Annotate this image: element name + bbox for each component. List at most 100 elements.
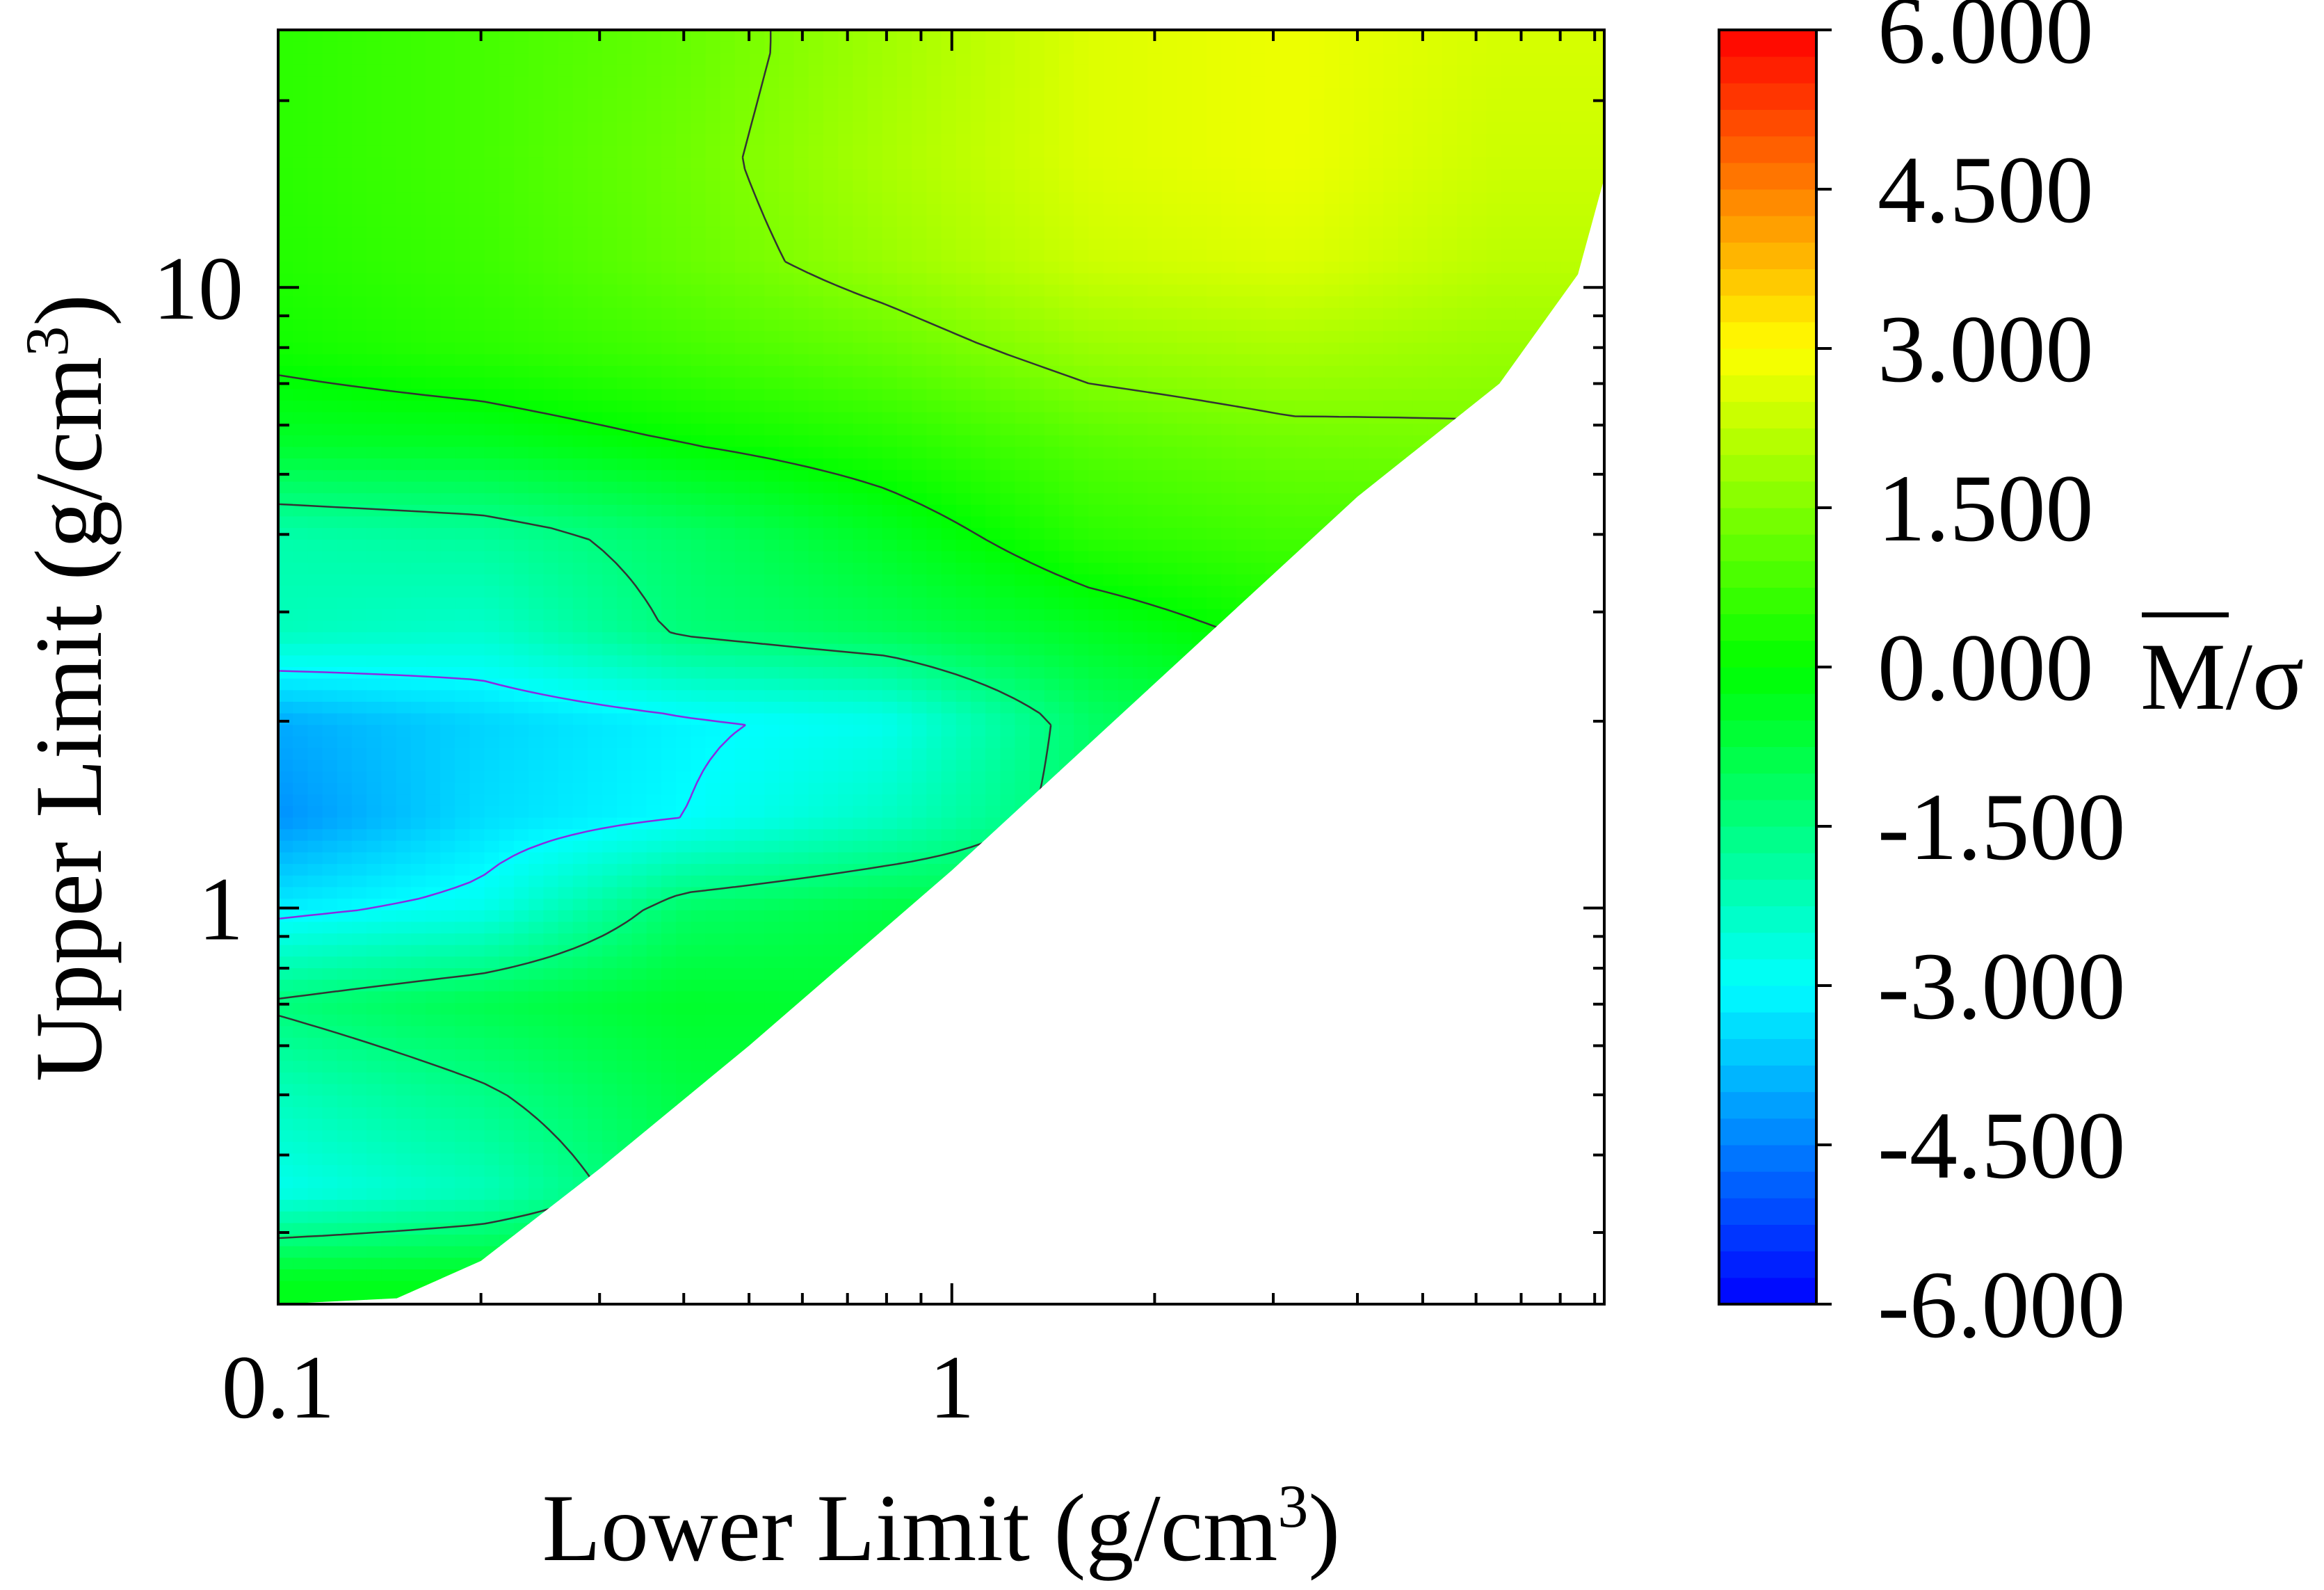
- heatmap-cell: [278, 667, 293, 680]
- heatmap-cell: [381, 655, 397, 668]
- heatmap-cell: [808, 250, 824, 262]
- heatmap-cell: [1088, 284, 1104, 297]
- heatmap-cell: [1368, 597, 1384, 610]
- heatmap-cell: [793, 412, 809, 424]
- heatmap-cell: [1044, 76, 1060, 88]
- heatmap-cell: [1044, 389, 1060, 401]
- heatmap-cell: [631, 238, 647, 251]
- heatmap-cell: [1265, 134, 1281, 147]
- heatmap-cell: [823, 597, 839, 610]
- heatmap-cell: [661, 389, 677, 401]
- heatmap-cell: [1117, 238, 1133, 251]
- heatmap-cell: [1531, 134, 1546, 147]
- heatmap-cell: [381, 168, 397, 182]
- heatmap-cell: [1162, 215, 1178, 227]
- heatmap-cell: [1265, 262, 1281, 274]
- heatmap-cell: [720, 574, 736, 587]
- heatmap-cell: [1206, 354, 1222, 367]
- heatmap-cell: [734, 435, 750, 448]
- heatmap-cell: [572, 192, 588, 204]
- heatmap-cell: [1295, 203, 1310, 216]
- heatmap-cell: [617, 412, 633, 424]
- heatmap-cell: [1074, 145, 1089, 158]
- heatmap-cell: [838, 586, 853, 598]
- heatmap-cell: [896, 435, 912, 448]
- heatmap-cell: [425, 609, 441, 621]
- heatmap-cell: [322, 53, 338, 65]
- heatmap-cell: [1368, 76, 1384, 88]
- heatmap-cell: [543, 180, 559, 193]
- heatmap-cell: [661, 528, 677, 540]
- heatmap-cell: [1029, 41, 1045, 54]
- heatmap-cell: [1574, 319, 1590, 332]
- heatmap-cell: [469, 551, 485, 563]
- heatmap-cell: [543, 319, 559, 332]
- heatmap-cell: [440, 389, 455, 401]
- heatmap-cell: [734, 238, 750, 251]
- heatmap-cell: [676, 447, 691, 459]
- heatmap-cell: [779, 574, 795, 587]
- heatmap-cell: [838, 168, 853, 182]
- heatmap-cell: [1132, 238, 1148, 251]
- heatmap-cell: [1398, 64, 1414, 77]
- heatmap-cell: [484, 134, 500, 147]
- heatmap-cell: [970, 134, 986, 147]
- heatmap-cell: [1471, 331, 1487, 344]
- heatmap-cell: [1117, 203, 1133, 216]
- heatmap-cell: [1117, 655, 1133, 668]
- heatmap-cell: [1339, 551, 1355, 563]
- heatmap-cell: [926, 389, 942, 401]
- heatmap-cell: [955, 377, 971, 390]
- heatmap-cell: [779, 632, 795, 645]
- heatmap-cell: [779, 145, 795, 158]
- heatmap-cell: [1117, 563, 1133, 575]
- heatmap-cell: [455, 99, 471, 112]
- heatmap-cell: [823, 203, 839, 216]
- heatmap-cell: [558, 53, 574, 65]
- heatmap-cell: [1074, 331, 1089, 344]
- heatmap-cell: [1177, 203, 1193, 216]
- heatmap-cell: [351, 481, 367, 494]
- heatmap-cell: [381, 493, 397, 506]
- heatmap-cell: [1191, 53, 1207, 65]
- heatmap-cell: [1132, 643, 1148, 656]
- heatmap-cell: [838, 632, 853, 645]
- heatmap-cell: [1560, 296, 1576, 309]
- heatmap-cell: [1088, 655, 1104, 668]
- heatmap-cell: [912, 215, 927, 227]
- heatmap-cell: [499, 250, 515, 262]
- heatmap-cell: [337, 643, 353, 656]
- heatmap-cell: [941, 262, 957, 274]
- heatmap-cell: [440, 296, 455, 309]
- heatmap-cell: [1029, 447, 1045, 459]
- heatmap-cell: [1191, 250, 1207, 262]
- heatmap-cell: [853, 389, 869, 401]
- heatmap-cell: [941, 435, 957, 448]
- heatmap-cell: [1560, 99, 1576, 112]
- heatmap-cell: [1265, 389, 1281, 401]
- heatmap-cell: [631, 88, 647, 100]
- heatmap-cell: [572, 111, 588, 123]
- heatmap-cell: [366, 400, 382, 413]
- heatmap-cell: [955, 632, 971, 645]
- heatmap-cell: [293, 134, 308, 147]
- heatmap-cell: [1059, 481, 1074, 494]
- heatmap-cell: [440, 424, 455, 436]
- heatmap-cell: [661, 481, 677, 494]
- heatmap-cell: [1265, 192, 1281, 204]
- heatmap-cell: [1339, 64, 1355, 77]
- heatmap-cell: [691, 539, 707, 552]
- heatmap-cell: [1353, 365, 1369, 378]
- heatmap-cell: [1117, 145, 1133, 158]
- heatmap-cell: [1044, 180, 1060, 193]
- heatmap-cell: [1117, 551, 1133, 563]
- heatmap-cell: [1574, 377, 1590, 390]
- heatmap-cell: [1560, 643, 1576, 656]
- heatmap-cell: [1206, 539, 1222, 552]
- heatmap-cell: [499, 331, 515, 344]
- heatmap-cell: [602, 481, 618, 494]
- heatmap-cell: [955, 88, 971, 100]
- heatmap-cell: [484, 296, 500, 309]
- heatmap-cell: [764, 354, 780, 367]
- heatmap-cell: [499, 227, 515, 239]
